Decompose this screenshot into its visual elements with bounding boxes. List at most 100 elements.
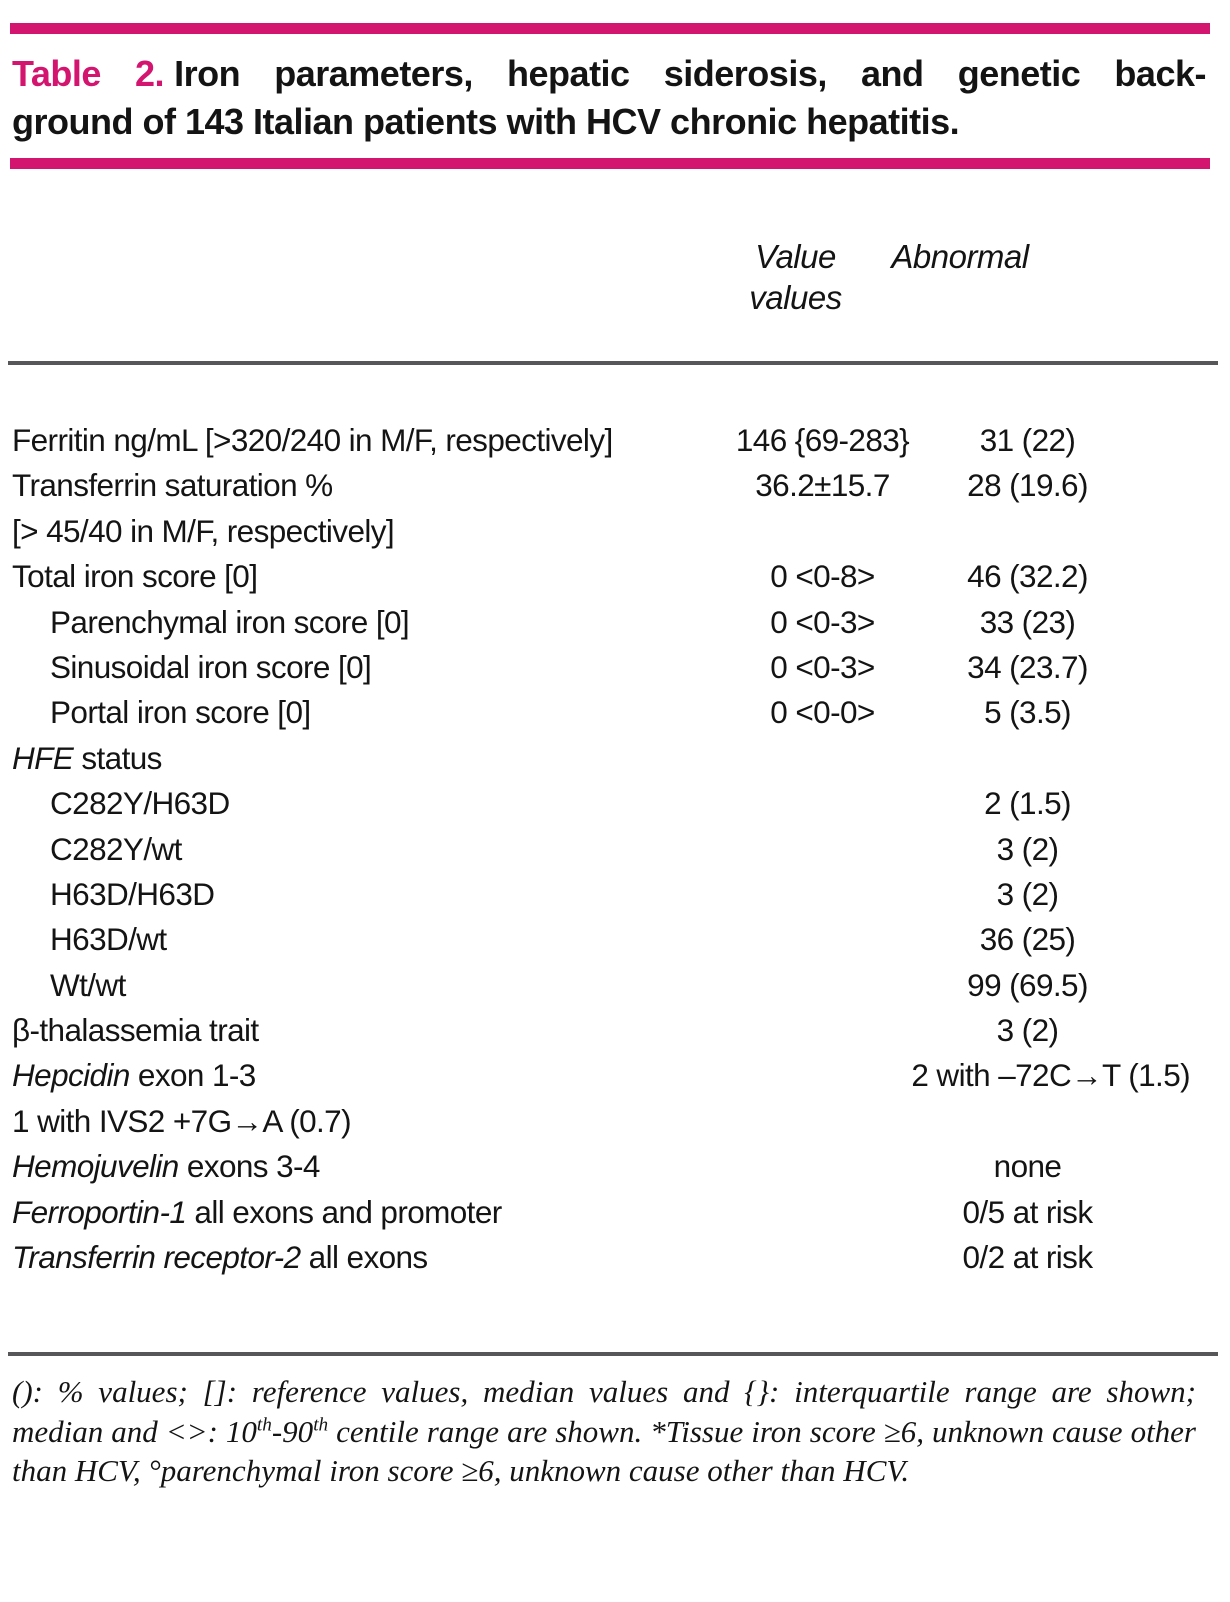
row-label: β-thalassemia trait [12, 1008, 720, 1053]
table-row: Transferrin receptor-2 all exons 0/2 at … [12, 1235, 1130, 1280]
table-row: Hemojuvelin exons 3-4 none [12, 1144, 1130, 1189]
row-label-text: Wt/wt [50, 966, 126, 1003]
abnormal-cell: 28 (19.6) [967, 467, 1088, 504]
row-label: Transferrin receptor-2 all exons [12, 1235, 720, 1280]
table-row: C282Y/wt 3 (2) [12, 827, 1130, 872]
row-label: Ferroportin-1 all exons and promoter [12, 1190, 720, 1235]
row-label-text: C282Y/wt [50, 830, 182, 867]
table-row: Wt/wt 99 (69.5) [12, 963, 1130, 1008]
value-cell [720, 1190, 925, 1235]
row-label-text: Parenchymal iron score [0] [50, 603, 410, 640]
table-row: Parenchymal iron score [0] 0 <0-3> 33 (2… [12, 600, 1130, 645]
value-cell: 0 <0-0> [770, 694, 875, 731]
row-label-text: exon 1-3 [129, 1057, 256, 1094]
table-title-line1: Table 2. Iron parameters, hepatic sideros… [12, 50, 1206, 98]
abnormal-cell [925, 509, 1130, 554]
row-label-text: Portal iron score [0] [50, 694, 311, 731]
abnormal-cell: 34 (23.7) [967, 648, 1088, 685]
row-label: Transferrin saturation % [12, 463, 720, 508]
value-cell [720, 827, 925, 872]
value-cell [720, 509, 925, 554]
table-row: Sinusoidal iron score [0] 0 <0-3> 34 (23… [12, 645, 1130, 690]
title-bottom-accent-rule [10, 158, 1210, 169]
table-row: H63D/wt 36 (25) [12, 917, 1130, 962]
row-label: H63D/wt [12, 917, 720, 962]
row-label-text: Total iron score [0] [12, 558, 258, 595]
column-header-value: Value values [698, 236, 893, 318]
value-cell: 0 <0-3> [770, 648, 875, 685]
abnormal-cell: 5 (3.5) [984, 694, 1071, 731]
table-row: HFE status [12, 736, 1130, 781]
row-label: H63D/H63D [12, 872, 720, 917]
value-cell [720, 1008, 925, 1053]
table-row: Ferritin ng/mL [>320/240 in M/F, respect… [12, 418, 1130, 463]
row-label-text: Ferritin ng/mL [>320/240 in M/F, respect… [12, 422, 613, 458]
table-row: C282Y/H63D 2 (1.5) [12, 781, 1130, 826]
abnormal-cell: 3 (2) [996, 830, 1059, 867]
row-label-text: Sinusoidal iron score [0] [50, 648, 372, 685]
header-divider-rule [8, 361, 1218, 365]
abnormal-cell: 31 (22) [979, 422, 1076, 458]
value-cell [720, 872, 925, 917]
table-row: 1 with IVS2 +7G→A (0.7) [12, 1099, 1130, 1144]
abnormal-cell [925, 1099, 1130, 1144]
row-label: Ferritin ng/mL [>320/240 in M/F, respect… [12, 418, 720, 463]
row-label-italic: Hepcidin [12, 1057, 130, 1094]
footnote-divider-rule [8, 1352, 1218, 1356]
row-label: Portal iron score [0] [12, 690, 720, 735]
value-cell: 0 <0-8> [770, 558, 875, 595]
row-label-text: [> 45/40 in M/F, respectively] [12, 512, 395, 549]
row-label-italic: HFE [12, 739, 74, 776]
value-cell: 146 {69-283} [735, 422, 910, 458]
row-label-text: exons 3-4 [178, 1148, 321, 1185]
abnormal-cell: 0/5 at risk [962, 1193, 1094, 1230]
table-body: Ferritin ng/mL [>320/240 in M/F, respect… [12, 418, 1191, 1280]
abnormal-cell: 3 (2) [996, 1012, 1059, 1049]
row-label: Hemojuvelin exons 3-4 [12, 1144, 720, 1189]
table-title-line1-text: Iron parameters, hepatic siderosis, and … [174, 53, 1206, 94]
row-label: Hepcidin exon 1-3 [12, 1053, 720, 1098]
value-cell [720, 1144, 925, 1189]
value-cell [720, 781, 925, 826]
row-label-italic: Transferrin receptor-2 [12, 1239, 301, 1276]
row-label-text: 1 with IVS2 +7G→A (0.7) [12, 1102, 352, 1139]
row-label-text: Transferrin saturation % [12, 467, 333, 504]
row-label-text: β-thalassemia trait [12, 1012, 259, 1049]
value-cell [720, 1099, 925, 1144]
table-row: Ferroportin-1 all exons and promoter 0/5… [12, 1190, 1130, 1235]
table-footnote: (): % values; []: reference values, medi… [12, 1374, 1196, 1488]
table-number-label: Table 2. [12, 53, 165, 94]
value-cell: 0 <0-3> [770, 603, 875, 640]
row-label-text: all exons [300, 1239, 429, 1276]
row-label: C282Y/H63D [12, 781, 720, 826]
row-label: 1 with IVS2 +7G→A (0.7) [12, 1099, 720, 1144]
row-label: C282Y/wt [12, 827, 720, 872]
value-cell: 36.2±15.7 [755, 467, 890, 504]
value-cell [720, 917, 925, 962]
table-row: Total iron score [0] 0 <0-8> 46 (32.2) [12, 554, 1130, 599]
table-row: Portal iron score [0] 0 <0-0> 5 (3.5) [12, 690, 1130, 735]
row-label: [> 45/40 in M/F, respectively] [12, 509, 720, 554]
row-label-text: H63D/wt [50, 921, 167, 958]
abnormal-cell: 99 (69.5) [967, 966, 1088, 1003]
column-header-abnormal: Abnormal [891, 238, 1029, 275]
abnormal-cell [925, 736, 1130, 781]
row-label: Sinusoidal iron score [0] [12, 645, 720, 690]
abnormal-cell: none [993, 1148, 1062, 1185]
abnormal-cell: 0/2 at risk [962, 1239, 1094, 1276]
value-cell [720, 963, 925, 1008]
abnormal-cell: 33 (23) [979, 603, 1076, 640]
table-row: Hepcidin exon 1-3 2 with –72C→T (1.5) [12, 1053, 1191, 1098]
row-label: Wt/wt [12, 963, 720, 1008]
abnormal-cell: 36 (25) [979, 921, 1076, 958]
abnormal-cell: 46 (32.2) [967, 558, 1088, 595]
abnormal-cell: 2 (1.5) [984, 785, 1071, 822]
value-cell [720, 1235, 925, 1280]
row-label-text: H63D/H63D [50, 875, 215, 912]
row-label-text: all exons and promoter [186, 1193, 502, 1230]
table-row: H63D/H63D 3 (2) [12, 872, 1130, 917]
row-label-italic: Hemojuvelin [12, 1148, 179, 1185]
column-header-value-line2: values [749, 279, 842, 316]
value-cell: 2 with –72C→T (1.5) [911, 1057, 1190, 1094]
row-label: Total iron score [0] [12, 554, 720, 599]
